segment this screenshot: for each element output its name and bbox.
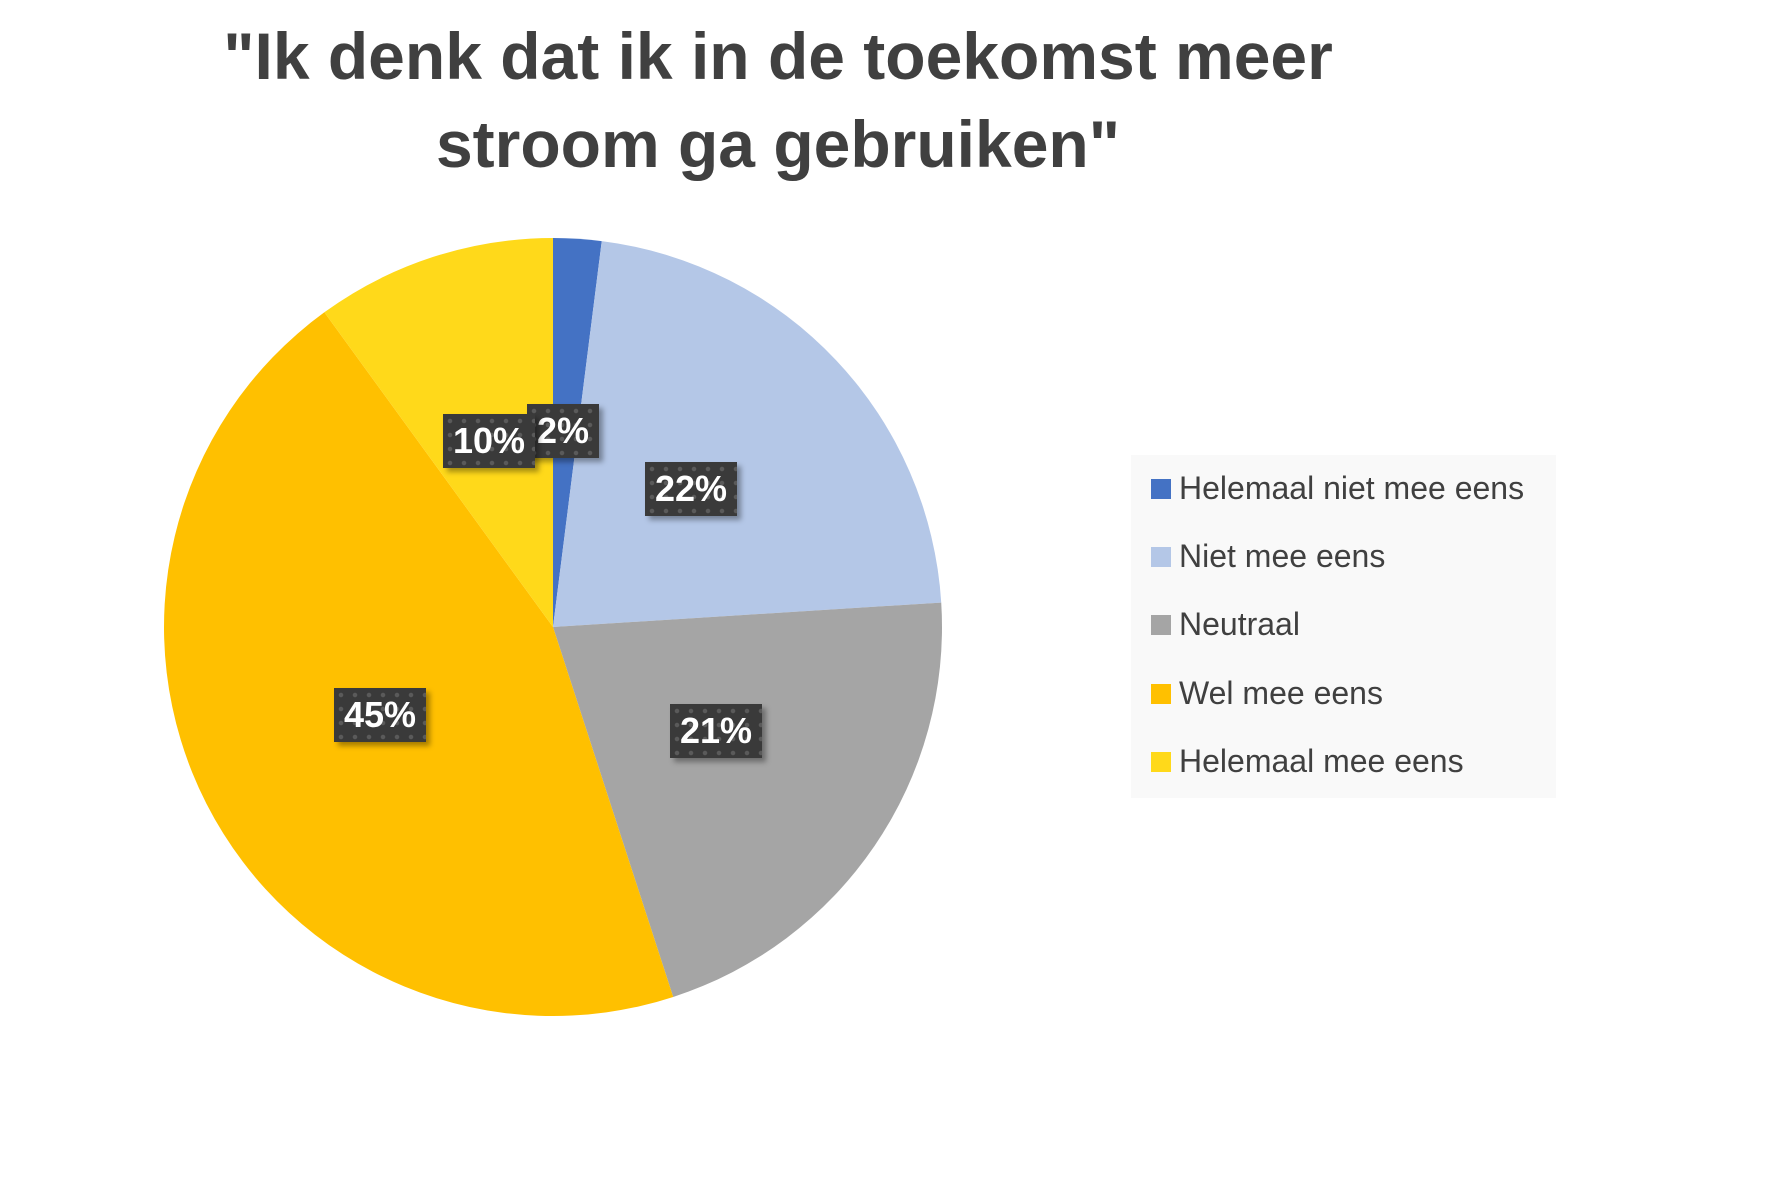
data-label: 22% [645, 462, 738, 516]
pie-slice [164, 312, 674, 1017]
legend-item: Niet mee eens [1151, 538, 1385, 575]
legend-swatch-icon [1151, 478, 1171, 499]
legend-item: Helemaal niet mee eens [1151, 470, 1524, 507]
pie-slice [553, 241, 942, 627]
data-label: 10% [443, 414, 536, 468]
pie-slice [553, 602, 943, 997]
data-label: 21% [670, 704, 763, 758]
legend-swatch-icon [1151, 683, 1171, 704]
legend-swatch-icon [1151, 614, 1171, 635]
legend-swatch-icon [1151, 751, 1171, 772]
legend-item: Helemaal mee eens [1151, 743, 1464, 780]
legend: Helemaal niet mee eens Niet mee eens Neu… [1131, 455, 1556, 798]
data-label: 45% [334, 688, 427, 742]
legend-swatch-icon [1151, 546, 1171, 567]
pie-slice [324, 238, 553, 627]
legend-item: Neutraal [1151, 606, 1300, 643]
data-label: 2% [527, 404, 600, 458]
chart-title: "Ik denk dat ik in de toekomst meer stro… [223, 19, 1333, 181]
legend-item: Wel mee eens [1151, 675, 1383, 712]
